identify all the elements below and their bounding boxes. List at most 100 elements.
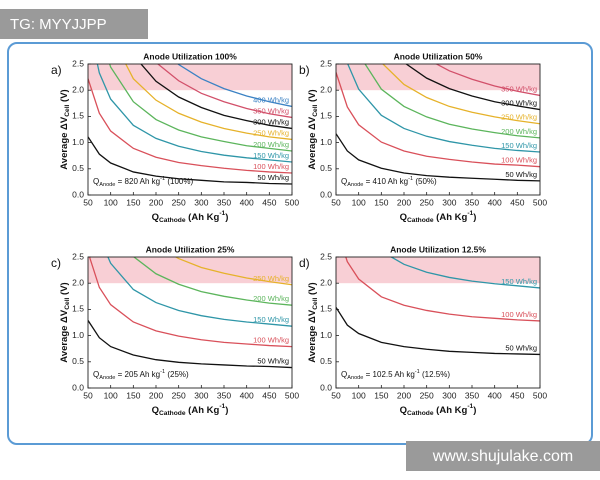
annotation: QAnode = 205 Ah kg-1 (25%) — [93, 369, 189, 381]
plot-frame — [335, 256, 541, 389]
text-part: = 820 Ah kg — [115, 177, 160, 186]
x-tick-label: 450 — [262, 390, 276, 400]
x-tick-label: 100 — [352, 390, 366, 400]
y-tick-label: 2.0 — [72, 84, 84, 94]
series-label: 100 Wh/kg — [253, 336, 289, 345]
x-tick-label: 200 — [149, 197, 163, 207]
panel-letter: c) — [51, 256, 61, 270]
x-tick-label: 450 — [510, 390, 524, 400]
y-axis-label: Average ΔVCell (V) — [59, 282, 72, 362]
text-part: Q — [152, 212, 159, 223]
x-axis-label: QCathode (Ah Kg-1) — [400, 403, 477, 417]
x-tick-label: 350 — [465, 390, 479, 400]
series-label: 100 Wh/kg — [501, 310, 537, 319]
y-tick-label: 1.5 — [72, 304, 84, 314]
text-part: Cathode — [407, 410, 434, 417]
shaded-band — [88, 257, 292, 284]
series-label: 350 Wh/kg — [253, 106, 289, 115]
x-tick-label: 500 — [285, 197, 299, 207]
text-part: (V) — [307, 89, 318, 104]
x-tick-label: 50 — [83, 197, 93, 207]
text-part: (V) — [59, 282, 70, 297]
series-line — [125, 64, 292, 141]
x-tick-label: 400 — [488, 197, 502, 207]
plot-frame — [87, 256, 293, 389]
series-line — [364, 64, 540, 139]
chart-title: Anode Utilization 12.5% — [390, 244, 486, 254]
x-tick-label: 50 — [331, 390, 341, 400]
y-tick-label: 0.0 — [72, 382, 84, 392]
x-tick-label: 100 — [104, 197, 118, 207]
text-part: (Ah Kg — [434, 212, 468, 223]
text-part: Cell — [312, 104, 319, 116]
x-tick-label: 50 — [83, 390, 93, 400]
x-axis-label: QCathode (Ah Kg-1) — [152, 210, 229, 224]
x-tick-label: 150 — [126, 197, 140, 207]
text-part: ) — [473, 212, 476, 223]
series-line — [336, 72, 540, 168]
panel-letter: d) — [299, 256, 310, 270]
y-tick-label: 0.5 — [320, 356, 332, 366]
x-tick-label: 250 — [420, 390, 434, 400]
series-label: 300 Wh/kg — [253, 117, 289, 126]
y-tick-label: 0.0 — [72, 189, 84, 199]
y-tick-label: 0.5 — [320, 163, 332, 173]
x-tick-label: 450 — [262, 197, 276, 207]
y-axis-label: Average ΔVCell (V) — [59, 89, 72, 169]
series-label: 50 Wh/kg — [505, 170, 537, 179]
y-tick-label: 1.0 — [320, 330, 332, 340]
text-part: Q — [400, 405, 407, 416]
figure-frame — [7, 42, 593, 445]
text-part: Q — [93, 177, 99, 186]
y-tick-label: 1.5 — [72, 111, 84, 121]
y-tick-label: 1.0 — [72, 137, 84, 147]
text-part: = 410 Ah kg — [363, 177, 408, 186]
series-line — [96, 64, 292, 163]
x-tick-label: 450 — [510, 197, 524, 207]
series-label: 200 Wh/kg — [253, 140, 289, 149]
shaded-band — [336, 64, 540, 91]
header-text: TG: MYYJJPP — [10, 16, 107, 33]
series-line — [347, 64, 540, 153]
series-label: 150 Wh/kg — [253, 315, 289, 324]
x-tick-label: 150 — [374, 390, 388, 400]
shaded-band — [336, 257, 540, 284]
series-label: 200 Wh/kg — [253, 294, 289, 303]
x-tick-label: 400 — [488, 390, 502, 400]
y-tick-label: 1.5 — [320, 304, 332, 314]
annotation: QAnode = 410 Ah kg-1 (50%) — [341, 176, 437, 188]
series-line — [435, 64, 540, 97]
series-line — [336, 306, 540, 356]
x-tick-label: 250 — [172, 390, 186, 400]
series-label: 50 Wh/kg — [257, 357, 289, 366]
series-label: 300 Wh/kg — [501, 99, 537, 108]
y-tick-label: 0.5 — [72, 356, 84, 366]
annotation: QAnode = 820 Ah kg-1 (100%) — [93, 176, 193, 188]
text-part: = 102.5 Ah kg — [363, 370, 414, 379]
series-line — [132, 257, 292, 306]
text-part: -1 — [219, 403, 225, 410]
text-part: Cell — [312, 297, 319, 309]
y-tick-label: 0.0 — [320, 189, 332, 199]
text-part: Q — [93, 370, 99, 379]
x-tick-label: 400 — [240, 390, 254, 400]
series-line — [382, 64, 540, 125]
text-part: (V) — [307, 282, 318, 297]
series-line — [156, 64, 292, 119]
series-line — [88, 136, 292, 185]
x-tick-label: 500 — [285, 390, 299, 400]
text-part: -1 — [219, 210, 225, 217]
text-part: (Ah Kg — [434, 405, 468, 416]
y-tick-label: 1.0 — [72, 330, 84, 340]
series-line — [108, 64, 292, 152]
series-line — [345, 257, 540, 322]
series-label: 150 Wh/kg — [501, 277, 537, 286]
text-part: Q — [400, 212, 407, 223]
series-label: 50 Wh/kg — [505, 343, 537, 352]
y-tick-label: 2.0 — [72, 277, 84, 287]
x-tick-label: 250 — [420, 197, 434, 207]
x-axis-label: QCathode (Ah Kg-1) — [400, 210, 477, 224]
x-tick-label: 400 — [240, 197, 254, 207]
x-tick-label: 300 — [194, 390, 208, 400]
